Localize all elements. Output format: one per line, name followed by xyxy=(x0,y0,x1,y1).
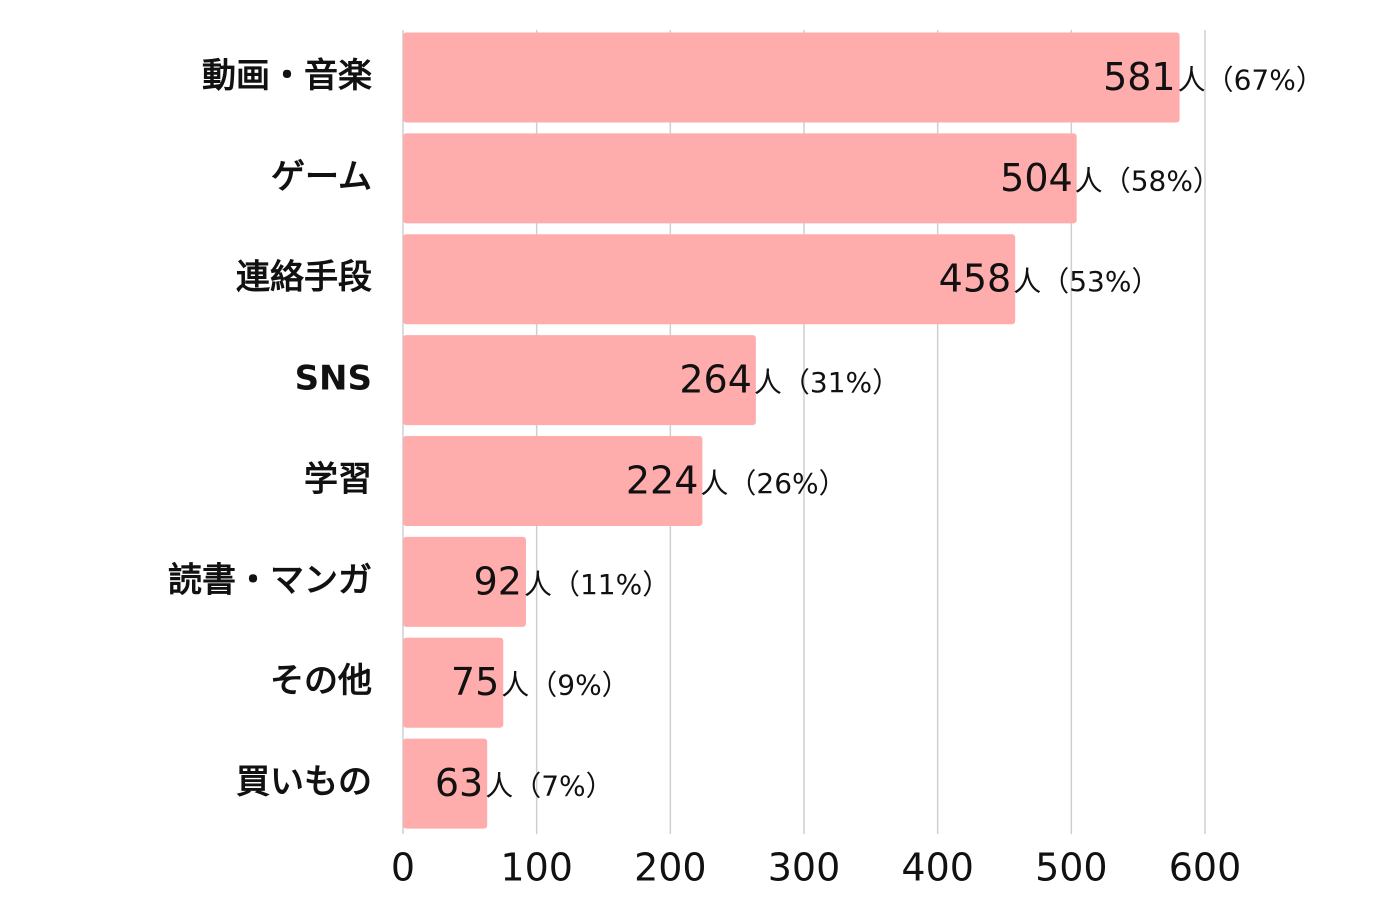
value-label: 75 xyxy=(451,660,499,704)
x-tick-label: 500 xyxy=(1035,846,1108,890)
value-label: 224 xyxy=(626,458,699,502)
unit: 人 xyxy=(501,669,529,702)
category-label: 動画・音楽 xyxy=(202,56,372,96)
value-label: 264 xyxy=(679,358,752,402)
value-suffix: 人（11%） xyxy=(524,568,670,601)
bar xyxy=(403,32,1180,123)
bar xyxy=(403,637,504,728)
bar xyxy=(403,738,488,829)
value-label: 92 xyxy=(474,559,522,603)
unit: 人 xyxy=(700,467,728,500)
value-suffix: 人（53%） xyxy=(1013,265,1159,298)
share-label: （9%） xyxy=(529,669,629,702)
x-tick-label: 0 xyxy=(391,846,415,890)
bars xyxy=(403,32,1180,829)
value-suffix: 人（26%） xyxy=(700,467,846,500)
x-tick-label: 200 xyxy=(634,846,707,890)
category-label: ゲーム xyxy=(271,157,372,197)
value-label: 63 xyxy=(435,761,483,805)
share-label: （7%） xyxy=(513,770,613,803)
share-label: （67%） xyxy=(1206,63,1324,96)
category-label: 連絡手段 xyxy=(236,258,372,298)
bar xyxy=(403,435,703,526)
share-label: （53%） xyxy=(1041,265,1159,298)
bar xyxy=(403,133,1077,224)
category-label: SNS xyxy=(295,359,372,399)
unit: 人 xyxy=(1075,164,1103,197)
unit: 人 xyxy=(754,366,782,399)
share-label: （26%） xyxy=(728,467,846,500)
value-suffix: 人（58%） xyxy=(1075,164,1221,197)
value-suffix: 人（31%） xyxy=(754,366,900,399)
x-tick-label: 400 xyxy=(901,846,974,890)
category-label: 学習 xyxy=(304,459,372,499)
unit: 人 xyxy=(1013,265,1041,298)
unit: 人 xyxy=(524,568,552,601)
x-tick-label: 100 xyxy=(500,846,573,890)
value-suffix: 人（7%） xyxy=(485,770,613,803)
bar xyxy=(403,536,526,627)
category-label: 買いもの xyxy=(236,762,372,802)
x-tick-label: 600 xyxy=(1169,846,1242,890)
value-suffix: 人（9%） xyxy=(501,669,629,702)
x-tick-label: 300 xyxy=(768,846,841,890)
value-suffix: 人（67%） xyxy=(1178,63,1324,96)
value-label: 504 xyxy=(1000,156,1073,200)
bar xyxy=(403,234,1016,325)
category-label: その他 xyxy=(270,661,372,701)
value-label: 458 xyxy=(939,257,1012,301)
value-label: 581 xyxy=(1103,55,1176,99)
category-label: 読書・マンガ xyxy=(168,560,372,600)
unit: 人 xyxy=(1178,63,1206,96)
share-label: （58%） xyxy=(1103,164,1221,197)
bar xyxy=(403,335,756,426)
share-label: （31%） xyxy=(782,366,900,399)
share-label: （11%） xyxy=(552,568,670,601)
unit: 人 xyxy=(485,770,513,803)
